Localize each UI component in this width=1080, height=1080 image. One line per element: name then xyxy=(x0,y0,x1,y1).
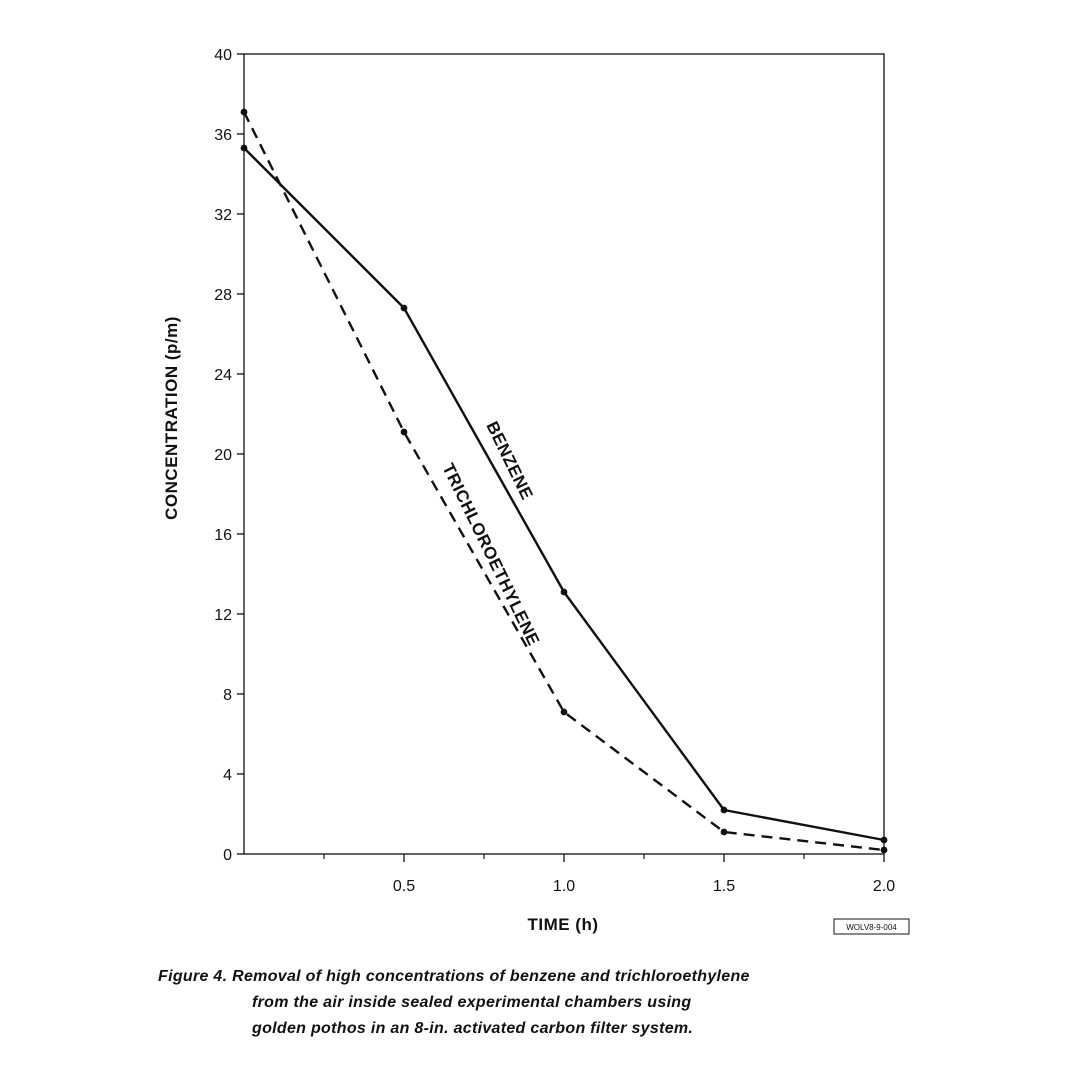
x-tick-label: 2.0 xyxy=(873,878,895,895)
data-point-trichloroethylene xyxy=(400,428,408,436)
plot-frame xyxy=(243,53,885,855)
data-point-trichloroethylene xyxy=(880,846,888,854)
data-point-benzene xyxy=(720,806,728,814)
axes: 0 4 8 12 16 20 24 28 32 36 40 0.5 1.0 1.5 2.0 xyxy=(214,47,895,895)
x-tick-label: 1.0 xyxy=(553,878,575,895)
x-tick-label: 1.5 xyxy=(713,878,735,895)
line-chart: 0 4 8 12 16 20 24 28 32 36 40 0.5 1.0 1.5 2.0 TIME (h)… xyxy=(162,47,910,935)
series-line-trichloroethylene xyxy=(242,111,885,852)
data-point-benzene xyxy=(880,836,888,844)
y-tick-label: 12 xyxy=(214,607,232,624)
figure-code-box xyxy=(833,918,910,935)
y-tick-label: 32 xyxy=(214,207,232,224)
y-tick-label: 36 xyxy=(214,127,232,144)
data-point-trichloroethylene xyxy=(240,108,248,116)
series-line-benzene xyxy=(243,147,885,842)
y-axis-title: CONCENTRATION (p/m) xyxy=(162,316,181,520)
data-point-benzene xyxy=(560,588,568,596)
y-tick-label: 28 xyxy=(214,287,232,304)
figure-code: WOLV8-9-004 xyxy=(846,923,897,932)
y-tick-label: 4 xyxy=(223,767,232,784)
data-point-benzene xyxy=(240,144,248,152)
caption-line-2: from the air inside sealed experimental … xyxy=(252,994,692,1011)
series-lines xyxy=(240,108,888,854)
y-tick-label: 8 xyxy=(223,687,232,704)
y-tick-label: 16 xyxy=(214,527,232,544)
data-point-trichloroethylene xyxy=(560,708,568,716)
caption-line-1: Figure 4. Removal of high concentrations… xyxy=(158,968,750,985)
x-axis-title: TIME (h) xyxy=(527,915,598,934)
caption-line-3: golden pothos in an 8-in. activated carb… xyxy=(252,1020,694,1037)
data-point-trichloroethylene xyxy=(720,828,728,836)
x-tick-label: 0.5 xyxy=(393,878,415,895)
figure-caption: Figure 4. Removal of high concentrations… xyxy=(158,964,918,1042)
y-tick-label: 20 xyxy=(214,447,232,464)
y-tick-label: 40 xyxy=(214,47,232,64)
data-point-benzene xyxy=(400,304,408,312)
y-tick-label: 0 xyxy=(223,847,232,864)
y-tick-label: 24 xyxy=(214,367,232,384)
